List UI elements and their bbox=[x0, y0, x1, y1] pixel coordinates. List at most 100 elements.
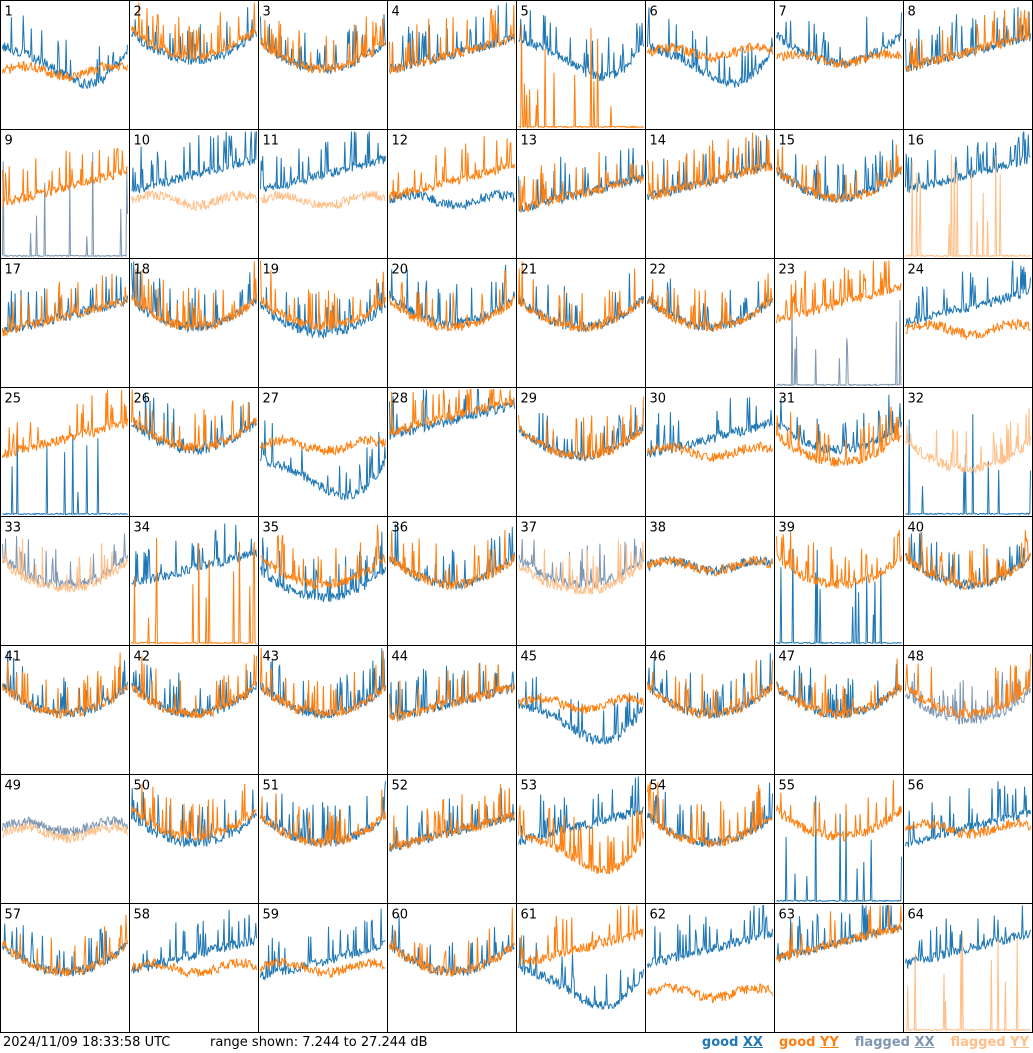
panel-label: 8 bbox=[908, 5, 916, 20]
panel-50: 50 bbox=[129, 774, 259, 904]
panel-4: 4 bbox=[387, 0, 517, 130]
panel-17: 17 bbox=[0, 258, 130, 388]
panel-label: 34 bbox=[134, 521, 151, 536]
panel-6: 6 bbox=[645, 0, 775, 130]
panel-45: 45 bbox=[516, 645, 646, 775]
panel-label: 23 bbox=[779, 263, 796, 278]
panel-59: 59 bbox=[258, 903, 388, 1033]
panel-25: 25 bbox=[0, 387, 130, 517]
panel-61: 61 bbox=[516, 903, 646, 1033]
panel-label: 19 bbox=[263, 263, 280, 278]
panel-47: 47 bbox=[774, 645, 904, 775]
series-good-xx-line bbox=[131, 523, 257, 587]
series-good-yy-line bbox=[776, 779, 902, 842]
series-flagged-yy-line bbox=[131, 189, 257, 212]
panel-label: 54 bbox=[650, 779, 667, 794]
series-good-yy-line bbox=[518, 25, 644, 129]
panel-label: 51 bbox=[263, 779, 280, 794]
panel-44: 44 bbox=[387, 645, 517, 775]
panel-label: 60 bbox=[392, 908, 409, 923]
series-flagged-yy-line bbox=[518, 539, 644, 596]
panel-48: 48 bbox=[903, 645, 1033, 775]
series-flagged-xx-line bbox=[2, 815, 128, 837]
panel-label: 37 bbox=[521, 521, 538, 536]
panel-label: 24 bbox=[908, 263, 925, 278]
series-good-yy-line bbox=[389, 389, 515, 436]
series-flagged-xx-line bbox=[2, 152, 128, 258]
series-good-yy-line bbox=[905, 653, 1031, 720]
panel-31: 31 bbox=[774, 387, 904, 517]
panel-label: 33 bbox=[5, 521, 22, 536]
panel-12: 12 bbox=[387, 129, 517, 259]
panel-22: 22 bbox=[645, 258, 775, 388]
series-good-yy-line bbox=[2, 914, 128, 977]
series-good-yy-line bbox=[260, 260, 386, 331]
panel-frame bbox=[645, 0, 775, 130]
panel-label: 7 bbox=[779, 5, 787, 20]
panel-label: 9 bbox=[5, 134, 13, 149]
series-good-xx-line bbox=[905, 905, 1031, 969]
panel-40: 40 bbox=[903, 516, 1033, 646]
series-good-yy-line bbox=[260, 956, 386, 979]
legend-key: XX bbox=[742, 1035, 763, 1050]
panel-1: 1 bbox=[0, 0, 130, 130]
panel-20: 20 bbox=[387, 258, 517, 388]
panel-label: 14 bbox=[650, 134, 667, 149]
series-good-yy-line bbox=[389, 907, 515, 977]
legend-prefix: good bbox=[778, 1035, 820, 1050]
legend-item-flagged-yy: flagged YY bbox=[951, 1035, 1030, 1050]
panel-10: 10 bbox=[129, 129, 259, 259]
panel-frame bbox=[129, 0, 259, 130]
panel-label: 53 bbox=[521, 779, 538, 794]
series-good-yy-line bbox=[776, 260, 902, 324]
panel-21: 21 bbox=[516, 258, 646, 388]
panel-53: 53 bbox=[516, 774, 646, 904]
panel-frame bbox=[774, 774, 904, 904]
panel-frame bbox=[0, 129, 130, 259]
series-good-yy-line bbox=[389, 664, 515, 722]
series-good-yy-line bbox=[260, 433, 386, 456]
panel-label: 5 bbox=[521, 5, 529, 20]
series-flagged-yy-line bbox=[905, 154, 1031, 258]
panel-30: 30 bbox=[645, 387, 775, 517]
panel-frame bbox=[0, 516, 130, 646]
series-flagged-xx-line bbox=[776, 299, 902, 387]
panel-frame bbox=[645, 516, 775, 646]
series-good-xx-line bbox=[518, 407, 644, 462]
panel-label: 61 bbox=[521, 908, 538, 923]
legend-prefix: flagged bbox=[950, 1035, 1011, 1050]
panel-9: 9 bbox=[0, 129, 130, 259]
series-good-xx-line bbox=[776, 795, 902, 903]
series-good-yy-line bbox=[905, 530, 1031, 591]
series-good-xx-line bbox=[905, 781, 1031, 848]
panel-28: 28 bbox=[387, 387, 517, 517]
panel-27: 27 bbox=[258, 387, 388, 517]
series-good-yy-line bbox=[260, 16, 386, 74]
panel-33: 33 bbox=[0, 516, 130, 646]
panel-32: 32 bbox=[903, 387, 1033, 517]
legend: good XX good YY flagged XX flagged YY bbox=[686, 1033, 1029, 1053]
panel-60: 60 bbox=[387, 903, 517, 1033]
legend-item-good-xx: good XX bbox=[702, 1035, 763, 1050]
series-flagged-yy-line bbox=[905, 931, 1031, 1032]
series-good-yy-line bbox=[647, 781, 773, 849]
panel-51: 51 bbox=[258, 774, 388, 904]
series-good-xx-line bbox=[2, 433, 128, 516]
series-flagged-xx-line bbox=[905, 668, 1031, 725]
panel-23: 23 bbox=[774, 258, 904, 388]
series-good-xx-line bbox=[518, 935, 644, 1011]
series-good-yy-line bbox=[2, 273, 128, 337]
series-good-xx-line bbox=[131, 909, 257, 974]
series-good-yy-line bbox=[131, 654, 257, 719]
series-good-yy-line bbox=[131, 783, 257, 842]
series-good-yy-line bbox=[647, 659, 773, 720]
panel-26: 26 bbox=[129, 387, 259, 517]
series-good-yy-line bbox=[776, 47, 902, 69]
series-good-yy-line bbox=[647, 132, 773, 202]
panel-label: 40 bbox=[908, 521, 925, 536]
panel-frame bbox=[645, 387, 775, 517]
series-good-xx-line bbox=[905, 260, 1031, 328]
panel-label: 44 bbox=[392, 650, 409, 665]
series-good-xx-line bbox=[131, 131, 257, 194]
series-good-yy-line bbox=[647, 441, 773, 462]
